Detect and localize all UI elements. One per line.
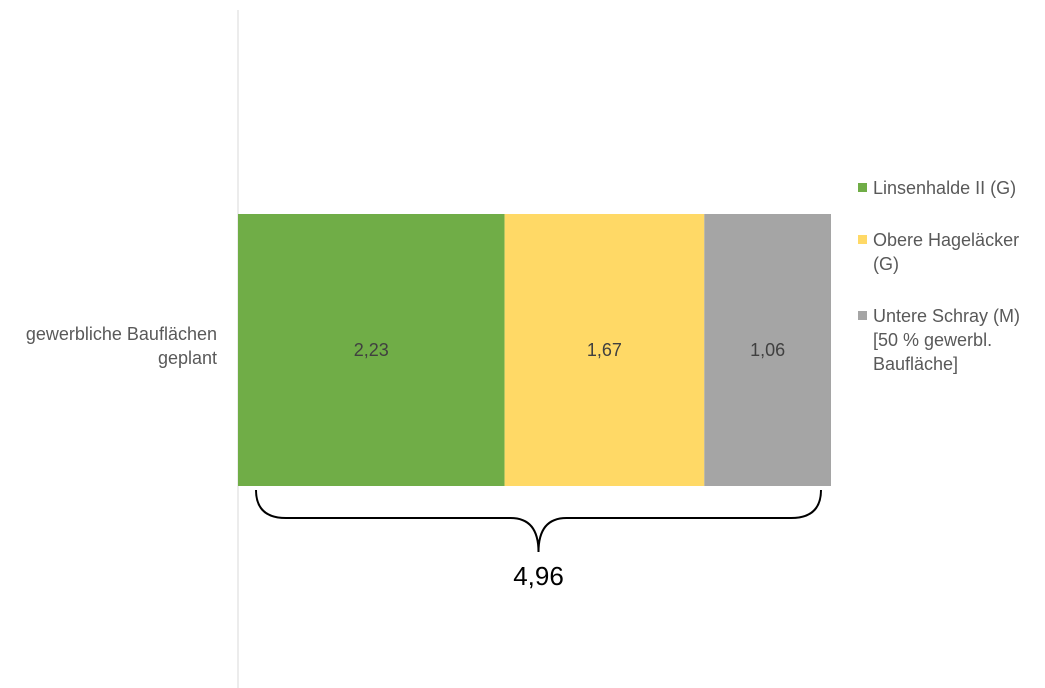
data-label: 1,67 xyxy=(587,340,622,360)
data-label: 1,06 xyxy=(750,340,785,360)
bar-group: 2,23 1,67 1,06 xyxy=(238,214,831,486)
data-label: 2,23 xyxy=(354,340,389,360)
legend-label: Linsenhalde II (G) xyxy=(873,178,1017,198)
category-label: gewerbliche Bauflächen geplant xyxy=(25,324,217,368)
legend-item: Obere Hageläcker (G) xyxy=(858,228,1038,276)
legend-label: Untere Schray (M) [50 % gewerbl. Baufläc… xyxy=(873,306,1021,374)
legend: Linsenhalde II (G) Obere Hageläcker (G) … xyxy=(858,176,1038,404)
total-label: 4,96 xyxy=(513,561,564,591)
bar-segment xyxy=(238,214,505,486)
bar-segment xyxy=(704,214,831,486)
total-brace xyxy=(255,489,822,553)
bar-segment xyxy=(504,214,705,486)
legend-swatch xyxy=(858,311,867,320)
legend-item: Linsenhalde II (G) xyxy=(858,176,1038,200)
legend-item: Untere Schray (M) [50 % gewerbl. Baufläc… xyxy=(858,304,1038,376)
legend-swatch xyxy=(858,235,867,244)
legend-swatch xyxy=(858,183,867,192)
legend-label: Obere Hageläcker (G) xyxy=(873,230,1020,274)
